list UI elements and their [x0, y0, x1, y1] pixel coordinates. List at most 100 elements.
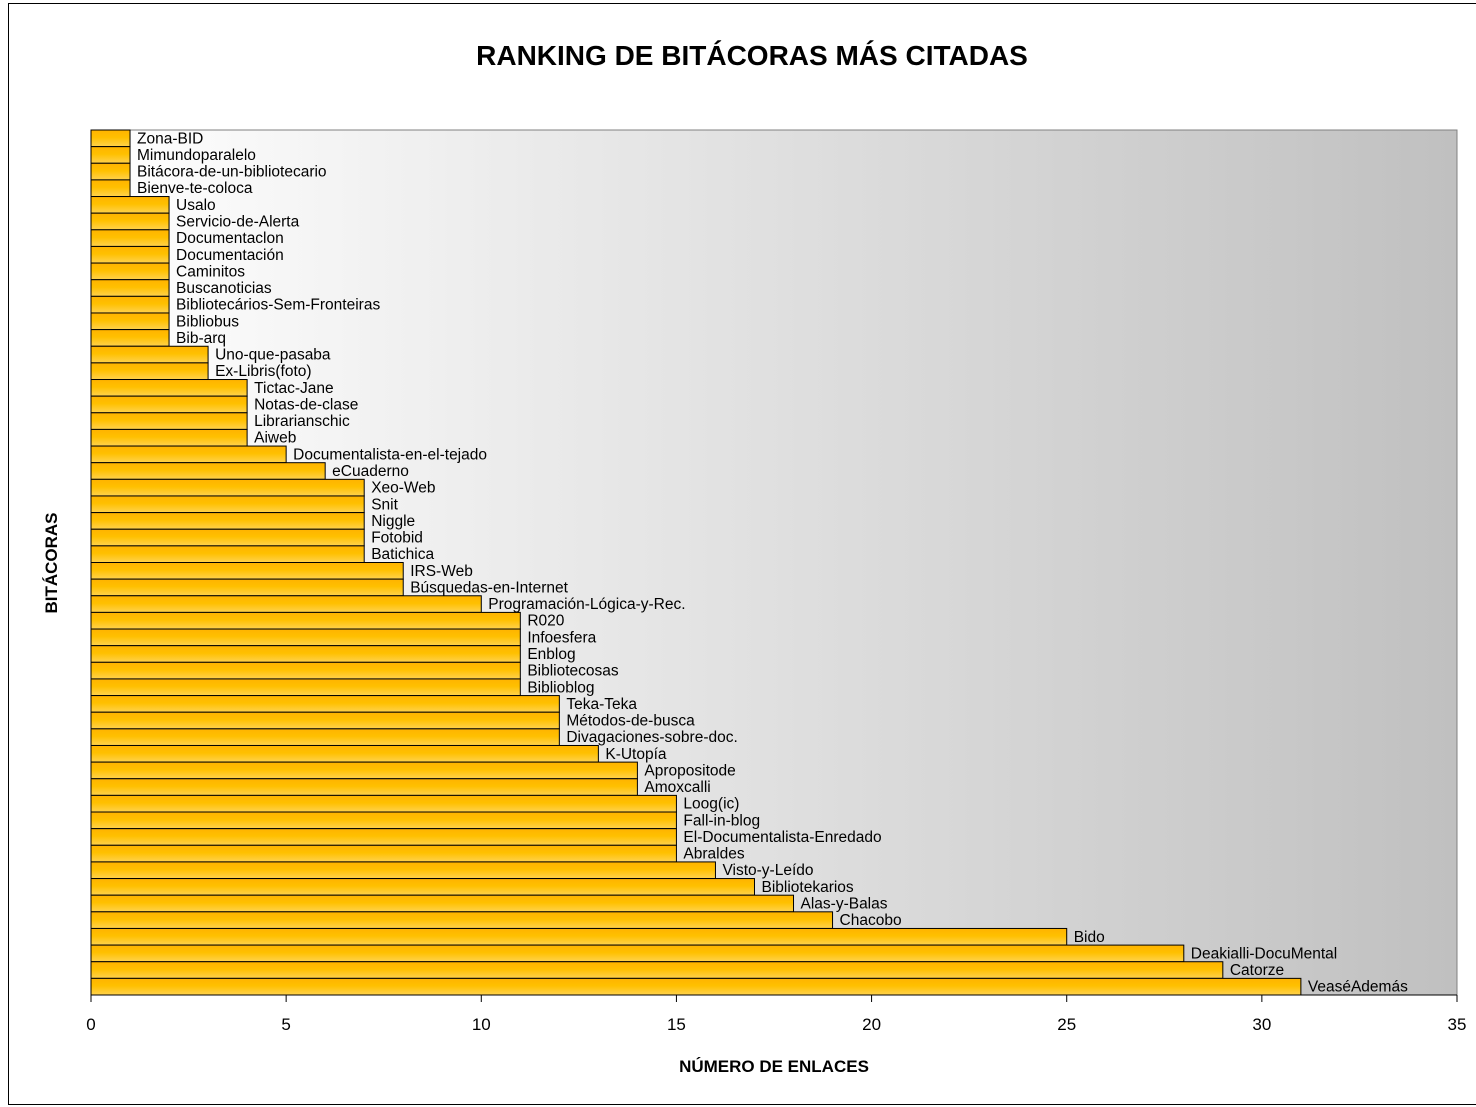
bar-label: Usalo: [176, 197, 216, 214]
bar-label: Bibliotecários-Sem-Fronteiras: [176, 297, 380, 314]
bar: [90, 229, 170, 247]
bar-label: Infoesfera: [527, 629, 596, 646]
bar: [90, 146, 131, 164]
bar-label: Bib-arq: [176, 330, 226, 347]
bar-label: Batichica: [371, 546, 434, 563]
bar: [90, 778, 638, 796]
x-tick-label: 25: [1057, 1015, 1076, 1034]
bar: [90, 911, 834, 929]
bar: [90, 595, 482, 613]
bar-label: Chacobo: [840, 912, 902, 929]
bar: [90, 395, 248, 414]
bar-label: Abraldes: [683, 846, 744, 863]
bar-label: Documentaclon: [176, 230, 284, 247]
bar: [90, 212, 170, 231]
bar: [90, 528, 365, 547]
bar-label: Bienve-te-coloca: [137, 180, 253, 197]
bar: [90, 744, 599, 763]
bar: [90, 794, 677, 813]
bar-label: eCuaderno: [332, 463, 409, 480]
bar-label: Librarianschic: [254, 413, 350, 430]
bar: [90, 179, 131, 198]
bar: [90, 678, 521, 697]
bar: [90, 129, 131, 148]
bar: [90, 329, 170, 347]
chart-title: RANKING DE BITÁCORAS MÁS CITADAS: [476, 40, 1028, 71]
bar-label: Bibliotecosas: [527, 663, 619, 680]
bar: [90, 562, 404, 580]
bar: [90, 811, 677, 830]
bar-label: Bido: [1074, 929, 1105, 946]
bar: [90, 961, 1224, 979]
x-tick-label: 35: [1448, 1015, 1467, 1034]
bar-label: Xeo-Web: [371, 480, 435, 497]
bar: [90, 645, 521, 663]
x-tick-label: 10: [472, 1015, 491, 1034]
bar-label: Deakialli-DocuMental: [1191, 945, 1337, 962]
bar-label: Zona-BID: [137, 130, 203, 147]
bar-label: Loog(ic): [683, 796, 739, 813]
bar-label: Fotobid: [371, 530, 423, 547]
bar-label: Niggle: [371, 513, 415, 530]
bar: [90, 196, 170, 214]
bar: [90, 462, 326, 480]
bar: [90, 578, 404, 597]
bar: [90, 345, 209, 364]
bar-label: Servicio-de-Alerta: [176, 213, 300, 230]
bar-label: Búsquedas-en-Internet: [410, 579, 568, 596]
bar: [90, 545, 365, 563]
bar-label: Bibliobus: [176, 313, 239, 330]
bar: [90, 312, 170, 331]
bar: [90, 295, 170, 314]
bar: [90, 362, 209, 381]
bar-label: Documentalista-en-el-tejado: [293, 446, 487, 463]
bar-label: Biblioblog: [527, 679, 594, 696]
bar: [90, 761, 638, 780]
bar: [90, 428, 248, 447]
x-axis-title: NÚMERO DE ENLACES: [679, 1057, 869, 1076]
bar: [90, 262, 170, 281]
bar: [90, 661, 521, 680]
bar: [90, 412, 248, 430]
bar-label: Caminitos: [176, 263, 245, 280]
bar: [90, 828, 677, 846]
bar-label: Bitácora-de-un-bibliotecario: [137, 164, 327, 181]
bar: [90, 711, 560, 730]
x-tick-label: 30: [1252, 1015, 1271, 1034]
bar: [90, 628, 521, 647]
bar-label: Bibliotekarios: [761, 879, 853, 896]
bar-label: Fall-in-blog: [683, 812, 760, 829]
bar-label: Buscanoticias: [176, 280, 272, 297]
bar: [90, 878, 755, 896]
bar-label: Uno-que-pasaba: [215, 347, 331, 364]
bar-label: Métodos-de-busca: [566, 713, 695, 730]
bar: [90, 728, 560, 746]
bar-label: K-Utopía: [605, 746, 667, 763]
bar: [90, 512, 365, 530]
bar-label: Tictac-Jane: [254, 380, 334, 397]
bar-label: Amoxcalli: [644, 779, 710, 796]
bar-label: Enblog: [527, 646, 575, 663]
bar-label: Programación-Lógica-y-Rec.: [488, 596, 685, 613]
bar-label: Divagaciones-sobre-doc.: [566, 729, 737, 746]
bar-label: IRS-Web: [410, 563, 473, 580]
bar: [90, 695, 560, 713]
x-tick-label: 15: [667, 1015, 686, 1034]
x-tick-label: 0: [86, 1015, 95, 1034]
bar-label: Teka-Teka: [566, 696, 637, 713]
bar: [90, 977, 1302, 996]
bar-label: Mimundoparalelo: [137, 147, 256, 164]
bar-label: VeaséAdemás: [1308, 979, 1408, 996]
bar-label: Snit: [371, 496, 398, 513]
bar: [90, 478, 365, 497]
bar: [90, 927, 1068, 946]
bar-label: Aiweb: [254, 430, 296, 447]
bar-label: Documentación: [176, 247, 284, 264]
bar-label: Apropositode: [644, 762, 735, 779]
bar: [90, 445, 287, 464]
x-tick-label: 20: [862, 1015, 881, 1034]
bar: [90, 844, 677, 863]
bar: [90, 894, 795, 913]
bar: [90, 162, 131, 181]
